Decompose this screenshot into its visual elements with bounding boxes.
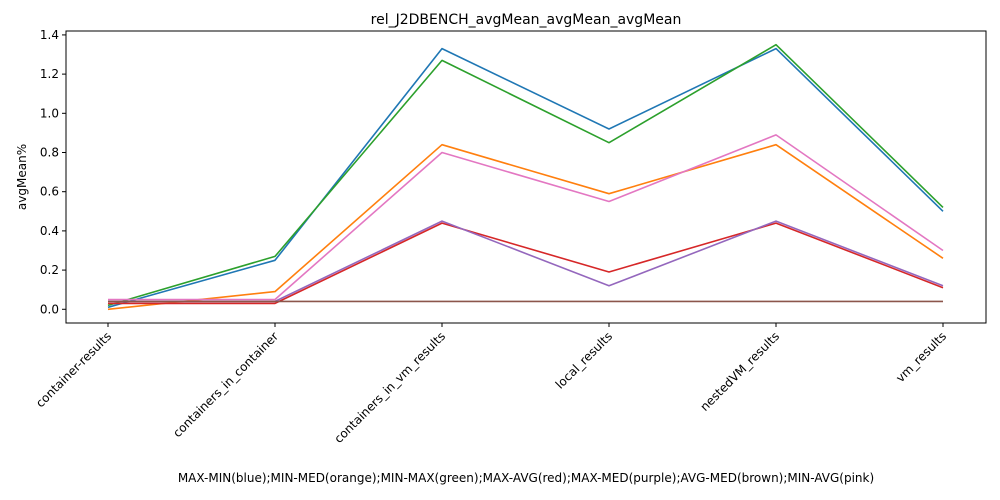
x-axis: container-results containers_in_container… xyxy=(33,323,949,446)
chart-title: rel_J2DBENCH_avgMean_avgMean_avgMean xyxy=(371,12,682,28)
series-layer xyxy=(107,43,944,311)
y-axis-label: avgMean% xyxy=(15,144,29,210)
x-tick-label: local_results xyxy=(553,329,615,391)
y-tick-label: 0.0 xyxy=(40,302,59,316)
x-tick-label: vm_results xyxy=(893,329,949,385)
series-line-3 xyxy=(108,222,944,305)
y-tick-label: 1.4 xyxy=(40,28,59,42)
x-tick-label: containers_in_container xyxy=(170,329,281,440)
y-tick-label: 1.2 xyxy=(40,67,59,81)
x-tick-label: nestedVM_results xyxy=(697,329,782,414)
series-line-6 xyxy=(108,134,944,301)
y-tick-label: 0.6 xyxy=(40,185,59,199)
axes-layer xyxy=(65,30,987,324)
y-tick-label: 0.4 xyxy=(40,224,59,238)
y-tick-label: 0.2 xyxy=(40,263,59,277)
x-tick-label: container-results xyxy=(33,329,114,410)
plot-frame xyxy=(65,30,987,324)
y-tick-label: 1.0 xyxy=(40,106,59,120)
y-tick-label: 0.8 xyxy=(40,146,59,160)
y-axis: 0.0 0.2 0.4 0.6 0.8 1.0 1.2 1.4 xyxy=(40,28,66,316)
x-tick-label: containers_in_vm_results xyxy=(331,329,448,446)
series-line-1 xyxy=(107,143,944,311)
series-line-0 xyxy=(107,47,944,309)
x-axis-label: MAX-MIN(blue);MIN-MED(orange);MIN-MAX(gr… xyxy=(178,471,874,485)
series-line-2 xyxy=(107,43,944,307)
